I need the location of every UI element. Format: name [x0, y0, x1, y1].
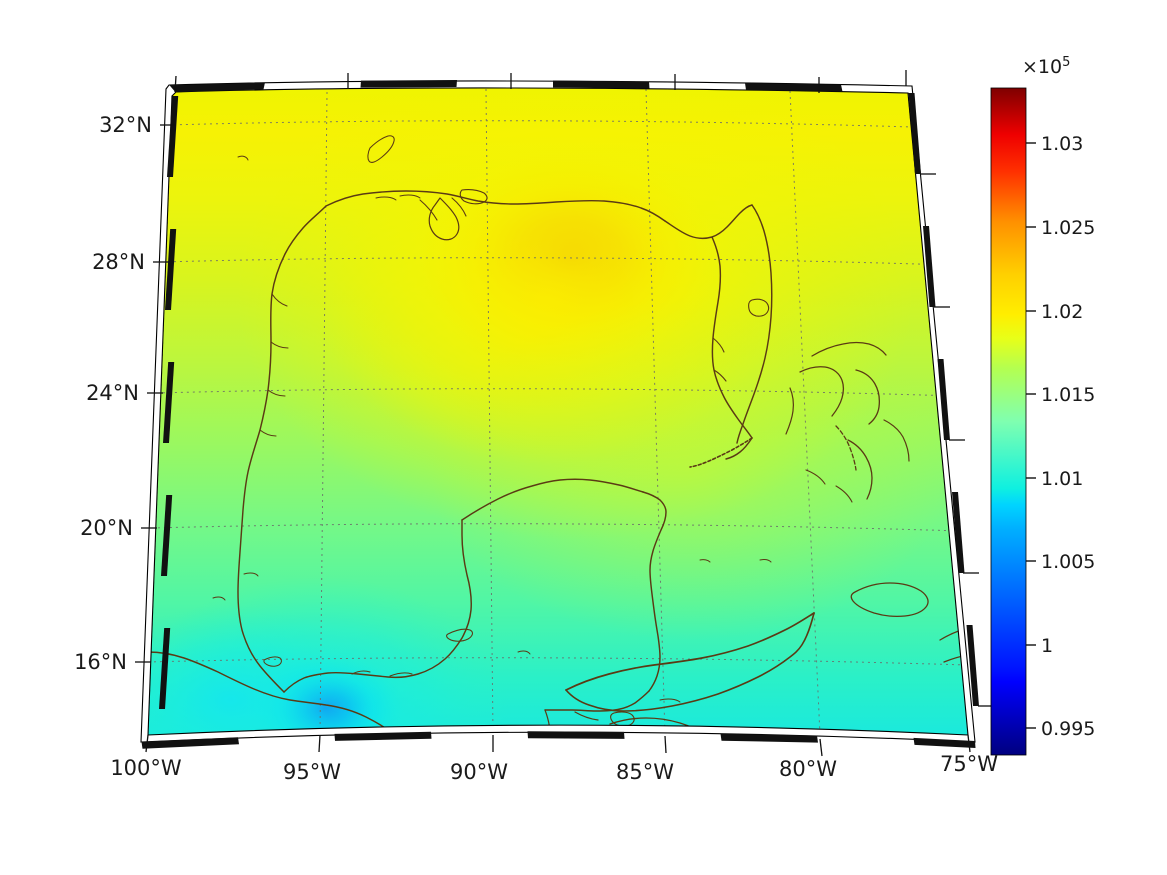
island-speck-6 [446, 628, 473, 642]
ylabel-28N: 28°N [92, 250, 145, 274]
coast-delta-detail [419, 197, 467, 221]
coast-long-island [847, 439, 873, 500]
coast-florida-keys [689, 437, 753, 468]
ylabel-20N: 20°N [80, 516, 133, 540]
frame-inner [147, 87, 969, 736]
coast-cuba-south [565, 612, 815, 712]
tick-lon-top-1 [174, 75, 177, 93]
cb-label-1005: 1.005 [1041, 551, 1095, 573]
cb-label-1025: 1.025 [1041, 217, 1095, 239]
coast-campeche-south [283, 519, 472, 693]
coast-bay-islands [659, 698, 681, 703]
island-cayman-1 [759, 559, 772, 563]
graticule-lat-20 [151, 523, 963, 532]
coast-mexico-pacific [148, 651, 399, 736]
coast-eleuthera [855, 369, 881, 425]
coast-north-gulf [325, 190, 666, 222]
tick-lon-95 [318, 734, 321, 753]
island-speck-5 [367, 135, 395, 163]
cb-label-1020: 1.02 [1041, 301, 1083, 323]
coast-mississippi-delta [428, 197, 460, 241]
xlabel-90W: 90°W [450, 760, 508, 784]
ylabel-24N: 24°N [86, 381, 139, 405]
xlabel-85W: 85°W [616, 760, 674, 784]
coast-yucatan-north [461, 478, 644, 521]
coast-cuba-north [565, 612, 815, 691]
coast-texas-detail [259, 293, 289, 437]
cb-label-1015: 1.015 [1041, 384, 1095, 406]
graticule-lat-24 [156, 388, 957, 397]
axis-labels: 32°N 28°N 24°N 20°N 16°N 100°W 95°W 90°W… [74, 113, 998, 784]
xlabel-95W: 95°W [283, 760, 341, 784]
coast-yucatan-east [642, 491, 667, 692]
tick-lon-80 [819, 738, 823, 757]
colorbar-gradient[interactable] [990, 87, 1027, 756]
graticule-lat-32 [167, 120, 945, 129]
xlabel-80W: 80°W [779, 757, 837, 781]
coast-jamaica [850, 582, 929, 618]
xlabel-75W: 75°W [940, 752, 998, 776]
coast-cat-island [883, 419, 910, 462]
tick-lon-85 [664, 735, 667, 754]
island-speck-3 [212, 596, 226, 601]
frame-zebra-left [159, 96, 179, 709]
graticule-lat-28 [161, 257, 951, 266]
coast-exuma-chain [835, 425, 857, 471]
cb-label-0995: 0.995 [1041, 718, 1095, 740]
coast-fl-panhandle [664, 204, 753, 240]
island-speck-2 [243, 572, 259, 577]
frame-zebra-bottom [141, 731, 976, 749]
coast-bahamas-south [805, 469, 853, 503]
coast-small-lagoon [263, 656, 282, 667]
coast-barrier-islands-la [375, 194, 421, 201]
coast-fl-atlantic-coast [736, 204, 773, 444]
tick-lon-75 [967, 734, 971, 753]
colorbar-exponent-sup: 5 [1062, 55, 1070, 70]
lake-okeechobee [748, 298, 770, 317]
graticule-lon-95 [319, 91, 328, 736]
caribbean-tint [430, 300, 950, 640]
cb-label-1000: 1 [1041, 635, 1053, 657]
coast-grand-bahama [811, 341, 887, 357]
coast-andros [799, 366, 845, 417]
island-cayman-2 [699, 559, 711, 563]
cb-label-1010: 1.01 [1041, 468, 1083, 490]
coast-bahama-bank-w [785, 387, 794, 435]
colorbar-ticks [1026, 142, 1036, 729]
ylabel-16N: 16°N [74, 650, 127, 674]
frame-zebra-right [908, 93, 979, 706]
tick-lon-100 [145, 734, 149, 753]
island-speck-4 [237, 155, 249, 161]
map-frame [140, 80, 979, 749]
colorbar-exponent-base: ×10 [1022, 56, 1062, 78]
coast-tampa-bay [712, 337, 727, 382]
coast-fl-gulf-coast [711, 236, 753, 439]
cb-label-1030: 1.03 [1041, 133, 1083, 155]
ylabel-32N: 32°N [99, 113, 152, 137]
graticule-lat-16 [148, 657, 968, 666]
coast-texas-mexico-west [237, 205, 327, 693]
coast-belize-honduras [544, 690, 650, 712]
coast-fl-south-tip [725, 437, 753, 460]
coast-lake-pontchartrain [459, 189, 488, 205]
colorbar[interactable]: ×105 1.03 1.025 1.02 1.015 1.01 1.005 1 … [990, 55, 1095, 756]
axis-ticks [135, 70, 994, 757]
coast-campeche-detail [351, 670, 413, 677]
frame-zebra-top [169, 80, 843, 93]
xlabel-100W: 100°W [110, 756, 182, 780]
colorbar-exponent-label: ×105 [1022, 55, 1070, 78]
island-speck-1 [517, 650, 531, 655]
